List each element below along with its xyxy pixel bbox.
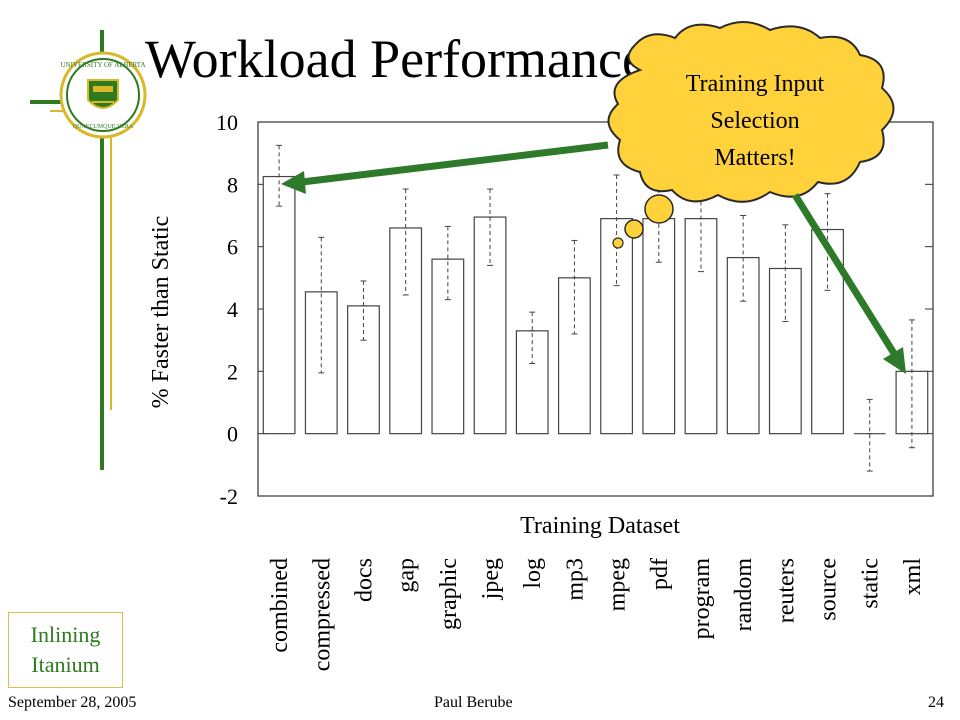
x-tick-label: docs bbox=[351, 558, 377, 602]
bars bbox=[262, 175, 929, 435]
section-label-line: Itanium bbox=[31, 652, 100, 677]
bar-reuters bbox=[768, 267, 802, 435]
decor-vertical-gold bbox=[110, 120, 112, 410]
x-tick-label: pdf bbox=[647, 558, 673, 590]
x-tick-label: combined bbox=[267, 558, 293, 653]
university-seal-logo: UNIVERSITY OF ALBERTA QUAECUMQUE VERA bbox=[59, 51, 147, 139]
x-tick-label: static bbox=[858, 558, 884, 609]
bar-docs bbox=[347, 305, 380, 435]
bar-xml bbox=[895, 370, 929, 435]
x-tick-label: source bbox=[816, 558, 842, 621]
bar-mpeg bbox=[600, 218, 634, 435]
y-tick-label: 0 bbox=[227, 422, 238, 447]
x-tick-label: graphic bbox=[436, 558, 462, 630]
y-tick-label: 6 bbox=[227, 235, 238, 260]
svg-text:QUAECUMQUE VERA: QUAECUMQUE VERA bbox=[73, 124, 134, 130]
bar-pdf bbox=[642, 218, 676, 435]
x-tick-label: jpeg bbox=[478, 558, 504, 600]
bar-mp3 bbox=[557, 277, 591, 435]
footer-date: September 28, 2005 bbox=[8, 694, 137, 711]
footer-author: Paul Berube bbox=[434, 694, 513, 711]
y-tick-label: 8 bbox=[227, 172, 238, 197]
arrow-to-combined bbox=[281, 141, 609, 194]
y-axis-title: % Faster than Static bbox=[148, 216, 174, 409]
y-tick-label: 10 bbox=[216, 110, 238, 135]
bar-graphic bbox=[431, 258, 465, 435]
y-axis: -2 0 2 4 6 8 10 bbox=[216, 110, 933, 509]
bar-log bbox=[515, 330, 549, 435]
x-tick-label: compressed bbox=[309, 558, 335, 671]
x-tick-label: random bbox=[731, 558, 757, 632]
bar-program bbox=[684, 218, 718, 435]
bar-combined bbox=[262, 175, 296, 435]
x-tick-label: program bbox=[689, 558, 715, 640]
callout-line: Matters! bbox=[714, 145, 796, 171]
bar-random bbox=[726, 256, 760, 435]
bar-jpeg bbox=[473, 216, 507, 435]
bar-compressed bbox=[304, 291, 338, 435]
x-tick-label: reuters bbox=[773, 558, 799, 623]
page-number: 24 bbox=[928, 694, 944, 711]
page-title: Workload Performance bbox=[145, 29, 646, 89]
x-tick-label: xml bbox=[900, 558, 926, 596]
section-label-line: Inlining bbox=[30, 622, 101, 647]
y-tick-label: -2 bbox=[220, 484, 238, 509]
bar-gap bbox=[389, 227, 423, 435]
x-tick-label: log bbox=[520, 558, 546, 589]
svg-text:UNIVERSITY OF ALBERTA: UNIVERSITY OF ALBERTA bbox=[60, 61, 145, 69]
x-tick-label: mp3 bbox=[562, 558, 588, 601]
callout-line: Training Input bbox=[685, 71, 825, 97]
thought-cloud-callout bbox=[607, 21, 895, 249]
x-tick-label: gap bbox=[394, 558, 420, 593]
section-label-box: Inlining Itanium bbox=[8, 612, 123, 688]
y-tick-label: 2 bbox=[227, 359, 238, 384]
y-tick-label: 4 bbox=[227, 297, 238, 322]
arrow-to-xml bbox=[792, 193, 906, 374]
x-axis-labels: combined compressed docs gap graphic jpeg log m… bbox=[267, 558, 926, 672]
x-axis-title: Training Dataset bbox=[520, 513, 680, 539]
callout-line: Selection bbox=[710, 108, 800, 134]
callout-text: Training Input Selection Matters! bbox=[640, 66, 870, 177]
decor-vertical-green bbox=[100, 30, 104, 470]
x-tick-label: mpeg bbox=[605, 558, 631, 611]
